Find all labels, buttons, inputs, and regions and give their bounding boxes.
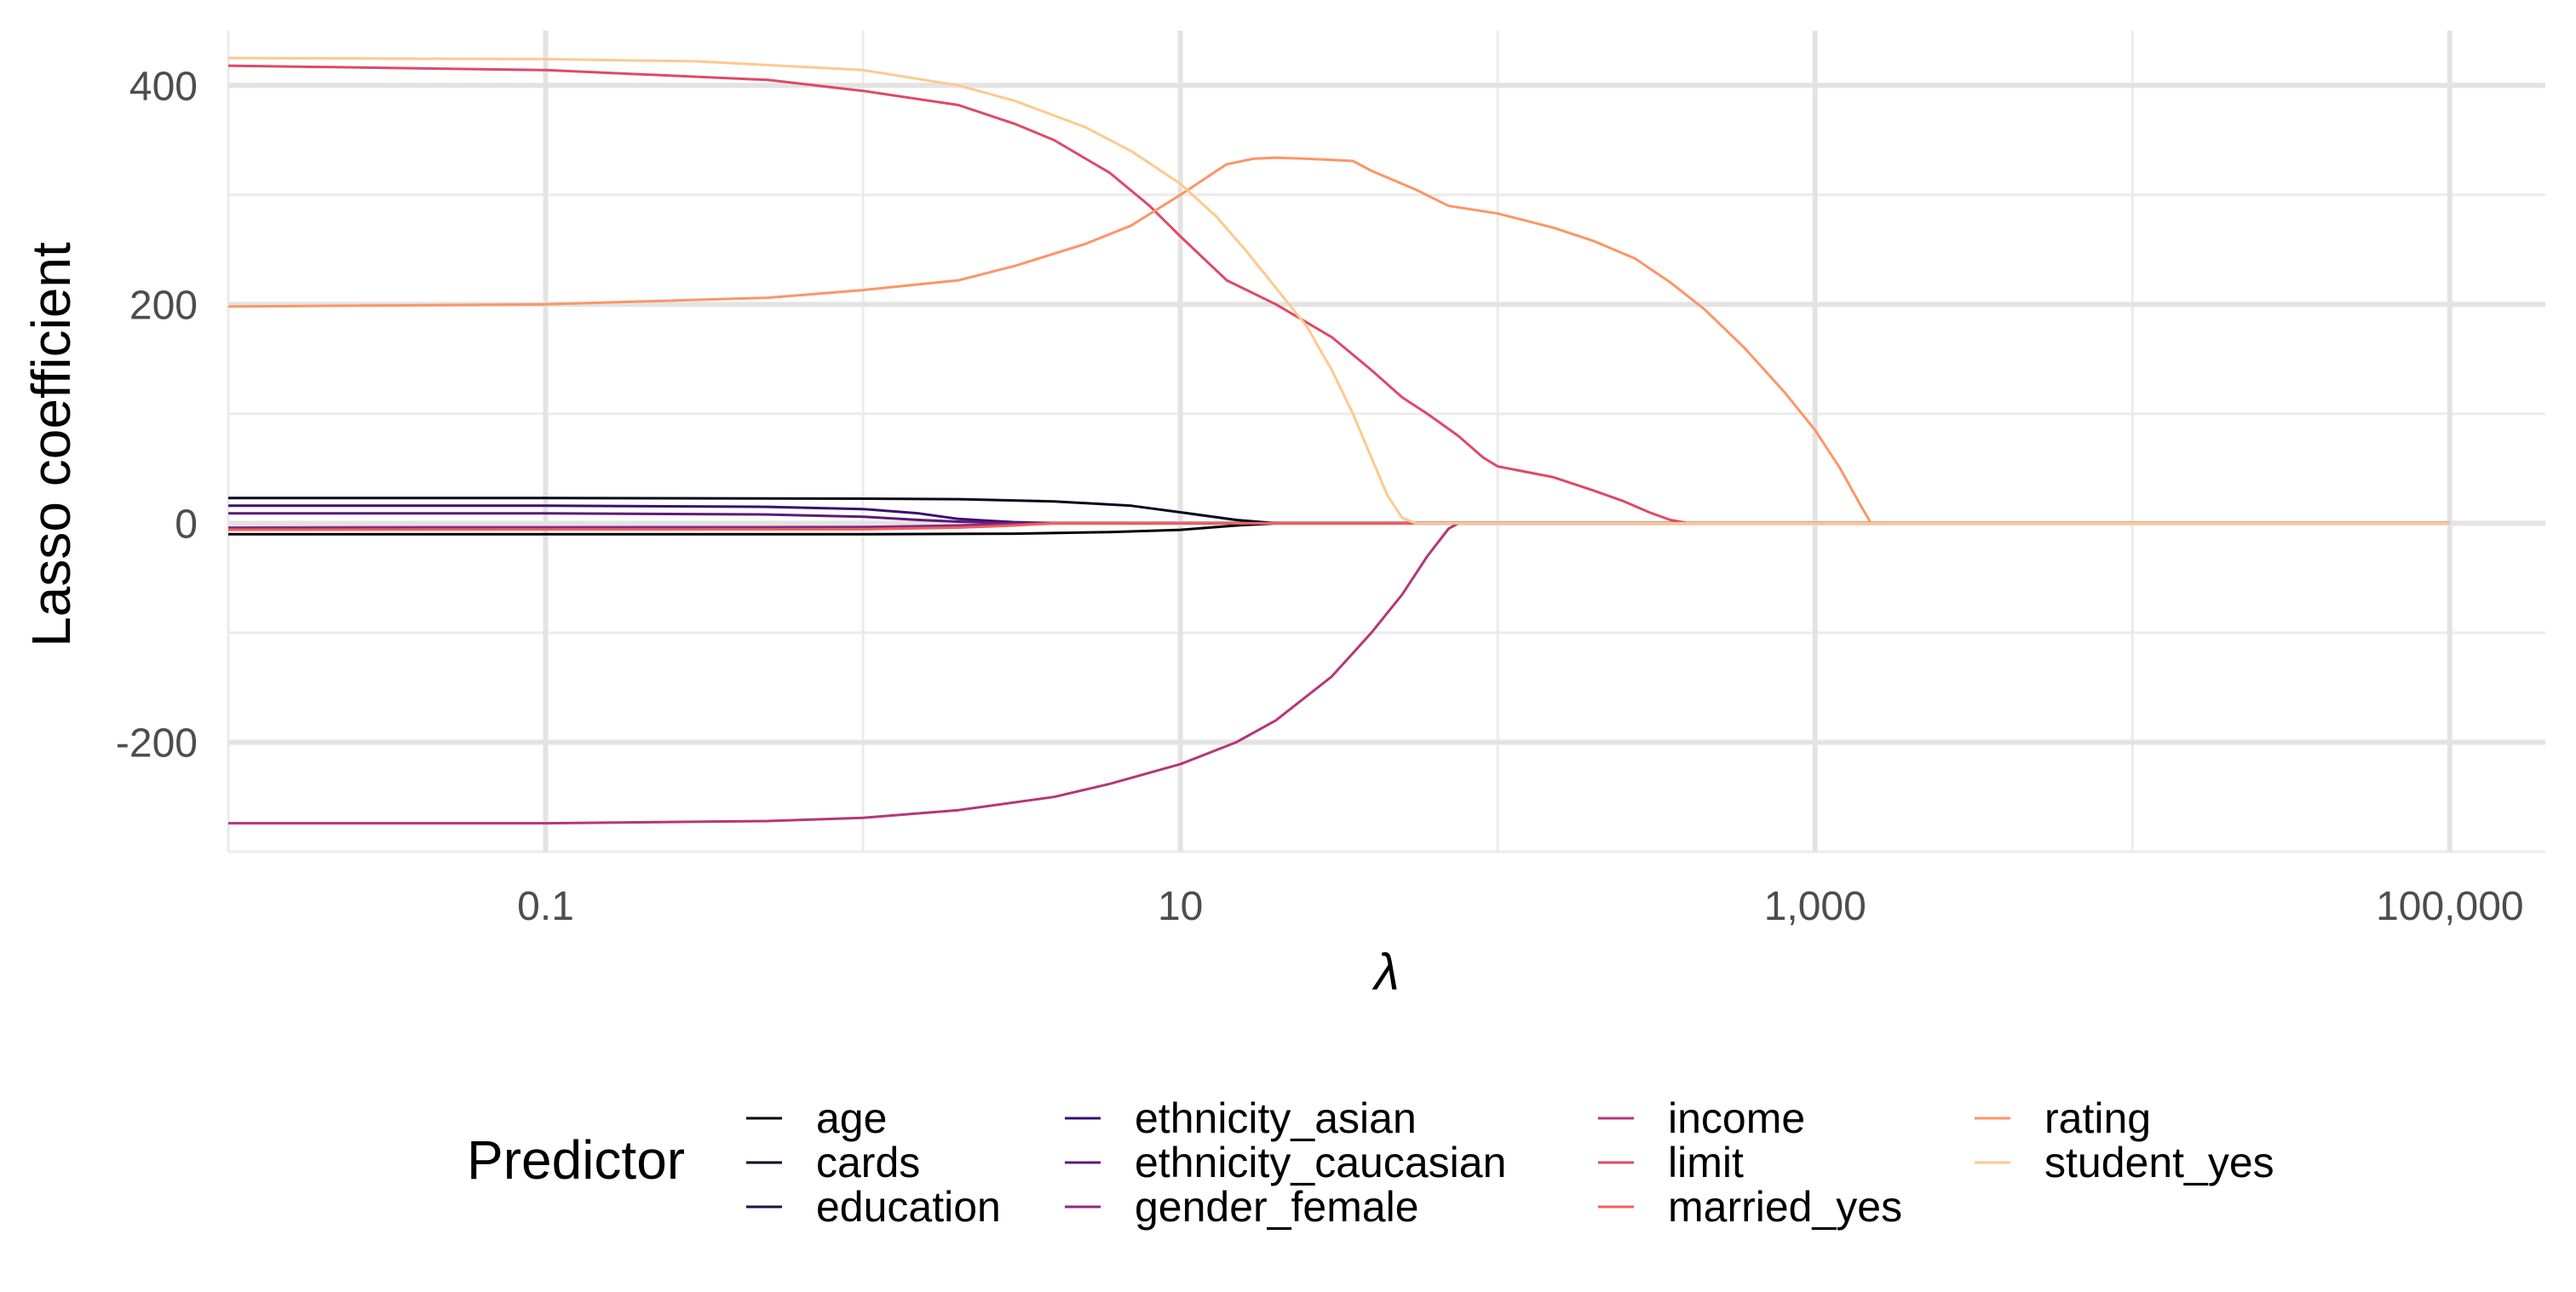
- legend-label: age: [816, 1094, 887, 1142]
- legend-item-age: age: [746, 1094, 887, 1142]
- legend-item-cards: cards: [746, 1139, 920, 1186]
- y-tick-label: -200: [116, 721, 198, 766]
- legend-label: rating: [2044, 1094, 2151, 1142]
- x-tick-label: 10: [1158, 884, 1203, 929]
- legend-label: ethnicity_asian: [1135, 1094, 1417, 1142]
- x-tick-label: 100,000: [2376, 884, 2524, 929]
- legend-label: education: [816, 1183, 1001, 1231]
- y-tick-label: 0: [175, 502, 198, 547]
- legend-item-limit: limit: [1598, 1139, 1744, 1186]
- series-line-limit: [227, 64, 2450, 525]
- legend-label: limit: [1668, 1139, 1744, 1186]
- legend-item-married-yes: married_yes: [1598, 1183, 1902, 1231]
- legend-label: married_yes: [1668, 1183, 1902, 1231]
- x-axis-title: λ: [1371, 944, 1400, 1001]
- grid-layer: [227, 31, 2545, 853]
- legend-item-rating: rating: [1975, 1094, 2151, 1142]
- legend-label: income: [1668, 1094, 1805, 1142]
- legend-label: ethnicity_caucasian: [1135, 1139, 1506, 1186]
- legend-item-education: education: [746, 1183, 1001, 1231]
- y-tick-label: 400: [129, 64, 198, 109]
- legend-title: Predictor: [467, 1129, 685, 1191]
- legend-label: gender_female: [1135, 1183, 1419, 1231]
- x-tick-label: 1,000: [1764, 884, 1866, 929]
- series-layer: [227, 56, 2450, 825]
- legend-item-student-yes: student_yes: [1975, 1139, 2274, 1186]
- legend-item-income: income: [1598, 1094, 1805, 1142]
- legend-item-ethnicity-asian: ethnicity_asian: [1065, 1094, 1417, 1142]
- legend-item-ethnicity-caucasian: ethnicity_caucasian: [1065, 1139, 1506, 1186]
- y-axis-title: Lasso coefficient: [20, 242, 82, 647]
- legend-label: student_yes: [2044, 1139, 2274, 1186]
- series-line-cards: [228, 497, 2450, 525]
- legend-label: cards: [816, 1139, 920, 1186]
- x-tick-label: 0.1: [517, 884, 574, 929]
- series-line-rating: [227, 156, 2450, 525]
- x-tick-labels: 0.1 10 1,000 100,000: [517, 884, 2523, 929]
- y-tick-label: 200: [129, 283, 198, 328]
- series-line-married-yes: [227, 521, 2450, 531]
- y-tick-labels: -200 0 200 400: [116, 64, 198, 766]
- series-line-student-yes: [227, 56, 2450, 525]
- series-line-income: [228, 521, 2450, 825]
- legend-item-gender-female: gender_female: [1065, 1183, 1419, 1231]
